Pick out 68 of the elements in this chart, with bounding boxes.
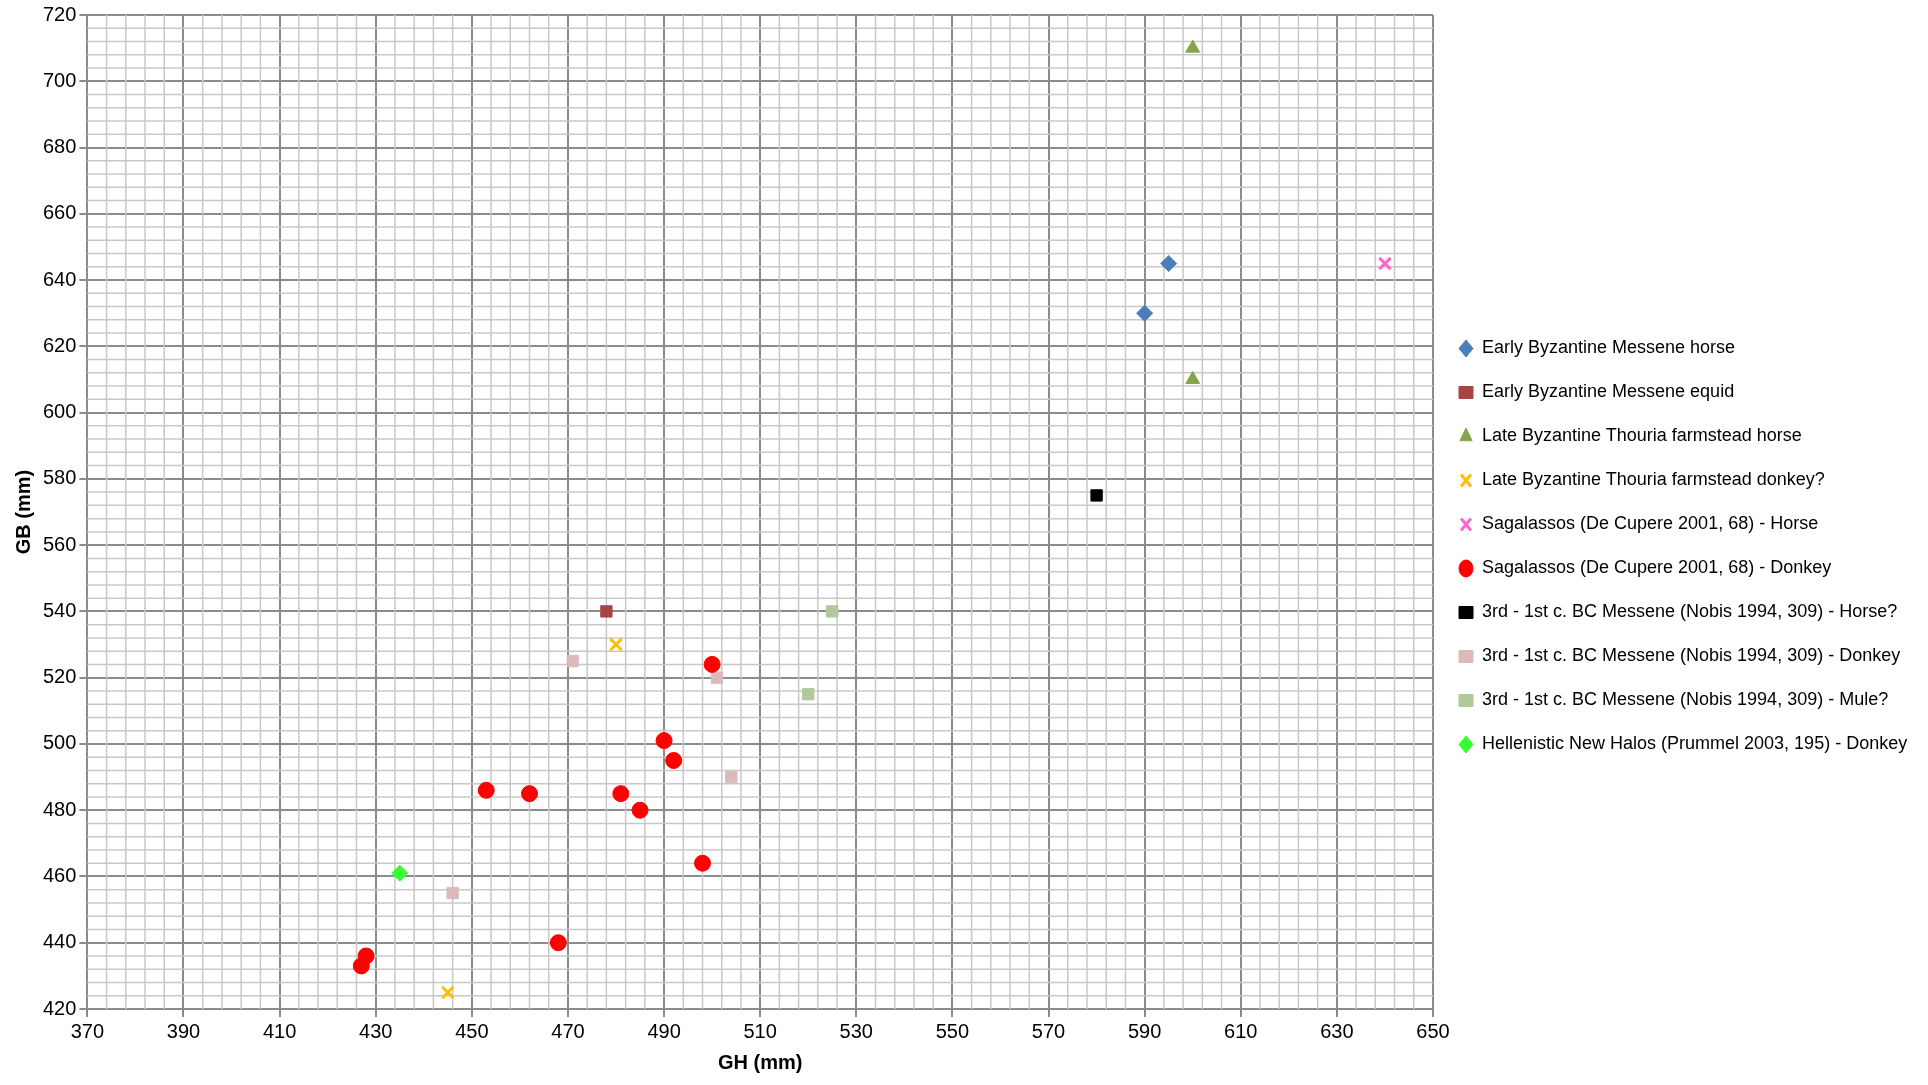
point	[655, 732, 673, 750]
x-tick-label: 630	[1320, 1019, 1354, 1042]
point	[826, 605, 839, 618]
y-tick-label: 500	[42, 731, 77, 754]
point	[566, 654, 579, 668]
point	[710, 671, 724, 684]
x-tick-label: 470	[551, 1019, 585, 1042]
point	[1160, 255, 1178, 272]
y-tick-label: 640	[42, 267, 77, 290]
point	[446, 886, 459, 900]
y-tick-label: 700	[42, 68, 77, 91]
y-tick-label: 600	[42, 400, 77, 423]
point	[665, 752, 683, 769]
legend-label: Early Byzantine Messene horse	[1482, 337, 1736, 358]
point	[725, 770, 738, 784]
legend-label: Sagalassos (De Cupere 2001, 68) - Horse	[1482, 513, 1819, 534]
y-tick-label: 580	[42, 466, 77, 489]
x-tick-label: 570	[1031, 1019, 1066, 1042]
x-tick-label: 450	[455, 1019, 489, 1042]
y-axis-title: GB (mm)	[11, 469, 34, 555]
x-tick-label: 430	[359, 1019, 393, 1042]
point	[703, 655, 721, 673]
y-tick-label: 420	[42, 996, 77, 1019]
y-tick-label: 660	[42, 201, 77, 224]
y-tick-label: 560	[42, 532, 77, 555]
x-tick-label: 510	[743, 1019, 777, 1042]
legend-label: Late Byzantine Thouria farmstead donkey?	[1482, 469, 1825, 490]
point	[1377, 256, 1393, 271]
point	[391, 864, 409, 882]
point	[802, 688, 815, 701]
y-tick-label: 480	[42, 797, 77, 820]
point	[352, 957, 370, 975]
legend-label: Late Byzantine Thouria farmstead horse	[1482, 425, 1802, 446]
legend-label: 3rd - 1st c. BC Messene (Nobis 1994, 309) - Horse?	[1482, 601, 1898, 622]
legend-label: 3rd - 1st c. BC Messene (Nobis 1994, 309) - Donkey	[1482, 645, 1901, 666]
point	[549, 934, 567, 952]
point	[600, 605, 613, 618]
y-tick-label: 620	[42, 333, 77, 356]
legend-label: Early Byzantine Messene equid	[1482, 381, 1735, 402]
x-tick-label: 610	[1224, 1019, 1258, 1042]
y-tick-label: 440	[42, 930, 77, 953]
point	[1090, 489, 1103, 502]
point	[612, 785, 630, 803]
point	[440, 985, 455, 1000]
y-tick-label: 680	[42, 135, 77, 158]
y-tick-label: 720	[42, 2, 77, 25]
x-tick-label: 650	[1416, 1019, 1450, 1042]
x-tick-label: 390	[166, 1019, 201, 1042]
legend-label: Hellenistic New Halos (Prummel 2003, 195) - Donkey	[1482, 733, 1908, 754]
x-tick-label: 410	[262, 1019, 297, 1042]
x-tick-label: 550	[935, 1019, 970, 1042]
x-tick-label: 490	[647, 1019, 681, 1042]
x-tick-label: 530	[839, 1019, 873, 1042]
x-tick-label: 370	[70, 1019, 105, 1042]
legend-label: 3rd - 1st c. BC Messene (Nobis 1994, 309) - Mule?	[1482, 689, 1889, 710]
x-tick-label: 590	[1127, 1019, 1162, 1042]
legend-label: Sagalassos (De Cupere 2001, 68) - Donkey	[1482, 557, 1832, 578]
point	[608, 637, 624, 652]
y-tick-label: 540	[42, 598, 77, 621]
point	[521, 785, 539, 803]
point	[1185, 39, 1201, 53]
point	[694, 854, 712, 872]
point	[477, 781, 495, 799]
x-axis-title: GH (mm)	[717, 1050, 803, 1073]
point	[631, 801, 649, 819]
y-tick-label: 460	[42, 863, 77, 886]
y-tick-label: 520	[42, 665, 77, 688]
point	[1136, 304, 1154, 322]
